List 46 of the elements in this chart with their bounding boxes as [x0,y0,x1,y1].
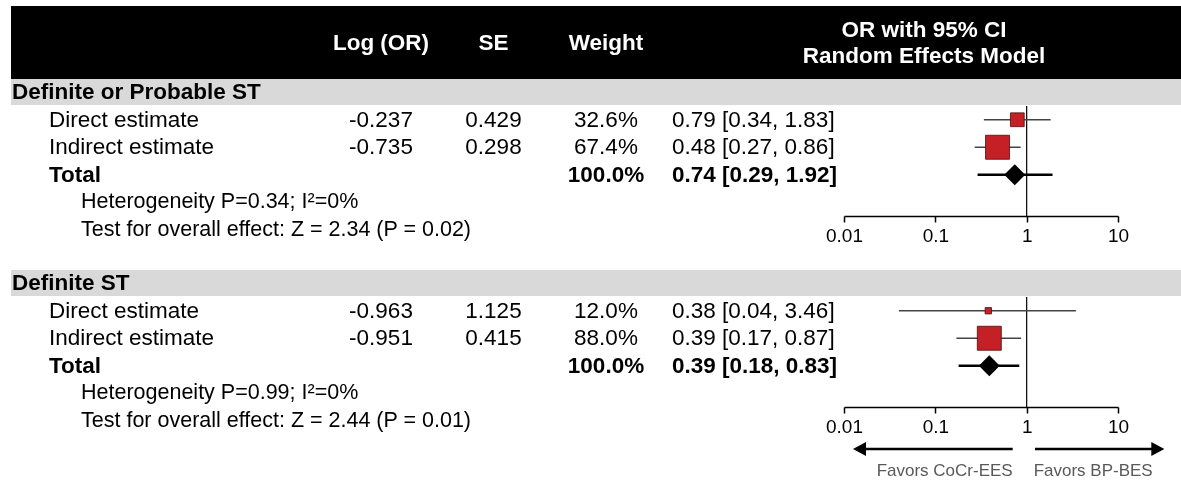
y-tick-label: 0.79 [0.34, 1.83] [672,106,835,132]
text: 12.0% [574,297,638,323]
y-tick-label: 0.39 [0.17, 0.87] [672,325,835,351]
text: Definite ST [12,270,130,295]
category-label: Total [49,352,102,378]
text: -0.237 [349,106,413,132]
chart-title: OR with 95% CI Random Effects Model [802,17,1046,68]
text: Favors CoCr-EES [876,461,1013,480]
text: 1.125 [465,297,522,323]
x-tick-label: 10 [1107,415,1130,437]
y-tick-label: 0.39 [0.18, 0.83] [672,352,838,378]
text: Test for overall effect: Z = 2.34 (P = 0.02) [81,216,471,241]
text: 100.0% [567,161,645,187]
x-tick-label: 0.1 [922,224,950,246]
text: -0.963 [349,297,413,323]
text: 0.429 [465,106,522,132]
x-tick-label: 0.1 [922,415,950,437]
category-label: Total [49,161,102,187]
category-label: Log (OR) [332,30,430,55]
text: Definite or Probable ST [12,79,262,104]
text: Favors BP-BES [1033,461,1153,480]
text: Heterogeneity P=0.99; I²=0% [81,380,359,405]
text: -0.735 [349,134,413,160]
y-tick-label: 0.48 [0.27, 0.86] [672,134,835,160]
text: 88.0% [574,325,638,351]
x-tick-label: 1 [1021,415,1033,437]
category-label: Indirect estimate [49,134,215,160]
x-tick-label: 0.01 [826,415,863,437]
category-label: Weight [568,30,644,55]
text: 0.298 [465,134,522,160]
category-label: SE [478,30,509,55]
text: -0.951 [349,325,413,351]
x-tick-label: 1 [1021,224,1033,246]
text: Heterogeneity P=0.34; I²=0% [81,189,359,214]
text: Test for overall effect: Z = 2.44 (P = 0.01) [81,407,471,432]
x-tick-label: 0.01 [826,224,863,246]
y-tick-label: 0.74 [0.29, 1.92] [672,161,838,187]
text: 0.415 [465,325,522,351]
category-label: Direct estimate [49,297,200,323]
text: 100.0% [567,352,645,378]
text: 32.6% [574,106,638,132]
y-tick-label: 0.38 [0.04, 3.46] [672,297,835,323]
category-label: Direct estimate [49,106,200,132]
category-label: Indirect estimate [49,325,215,351]
text: 67.4% [574,134,638,160]
x-tick-label: 10 [1107,224,1130,246]
